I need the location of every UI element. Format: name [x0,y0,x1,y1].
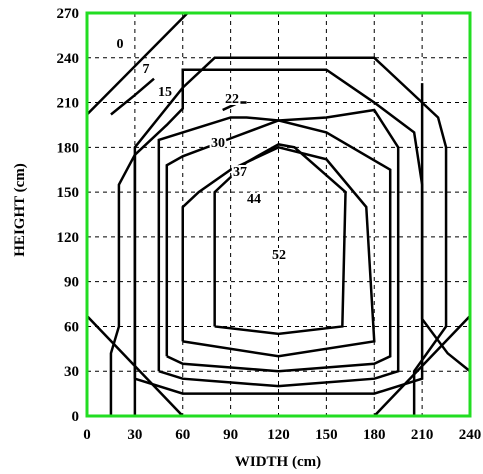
x-tick-labels: 0 30 60 90 120 150 180 210 240 [83,427,481,443]
x-tick-label: 120 [267,427,290,443]
x-tick-label: 60 [175,427,190,443]
y-tick-label: 150 [57,185,80,201]
contour-label-15: 15 [158,85,172,100]
y-tick-label: 240 [57,51,80,67]
x-tick-label: 90 [223,427,238,443]
contour-label-52: 52 [272,248,286,263]
y-tick-label: 120 [57,230,80,246]
contour-line-22 [222,101,247,112]
y-tick-label: 60 [64,319,79,335]
contour-line-22 [133,68,424,395]
contour-label-30: 30 [211,136,225,151]
contour-line-7 [110,77,155,116]
x-tick-label: 0 [83,427,91,443]
contour-lines [86,12,471,417]
x-tick-label: 210 [411,427,434,443]
contour-label-7: 7 [143,62,150,77]
y-axis-title: HEIGHT (cm) [12,163,28,256]
x-tick-label: 180 [363,427,386,443]
y-tick-label: 210 [57,96,80,112]
contour-label-44: 44 [247,192,261,207]
contour-label-22: 22 [225,92,239,107]
plot-frame [85,11,472,418]
contour-label-37: 37 [233,165,247,180]
contour-line-37 [165,119,392,373]
y-tick-label: 90 [64,275,79,291]
contour-label-0: 0 [117,37,124,52]
contour-line-0 [86,12,189,116]
x-tick-label: 30 [127,427,142,443]
x-tick-label: 150 [315,427,338,443]
y-tick-label: 30 [64,364,79,380]
contour-line-52 [213,143,347,336]
y-tick-labels: 0 30 60 90 120 150 180 210 240 270 [57,6,80,425]
x-axis-title: WIDTH (cm) [235,454,321,470]
y-tick-label: 180 [57,140,80,156]
contour-line-30 [157,108,400,388]
y-tick-label: 270 [57,6,80,22]
contour-line-15 [109,56,448,416]
y-tick-label: 0 [72,409,80,425]
x-tick-label: 240 [459,427,482,443]
